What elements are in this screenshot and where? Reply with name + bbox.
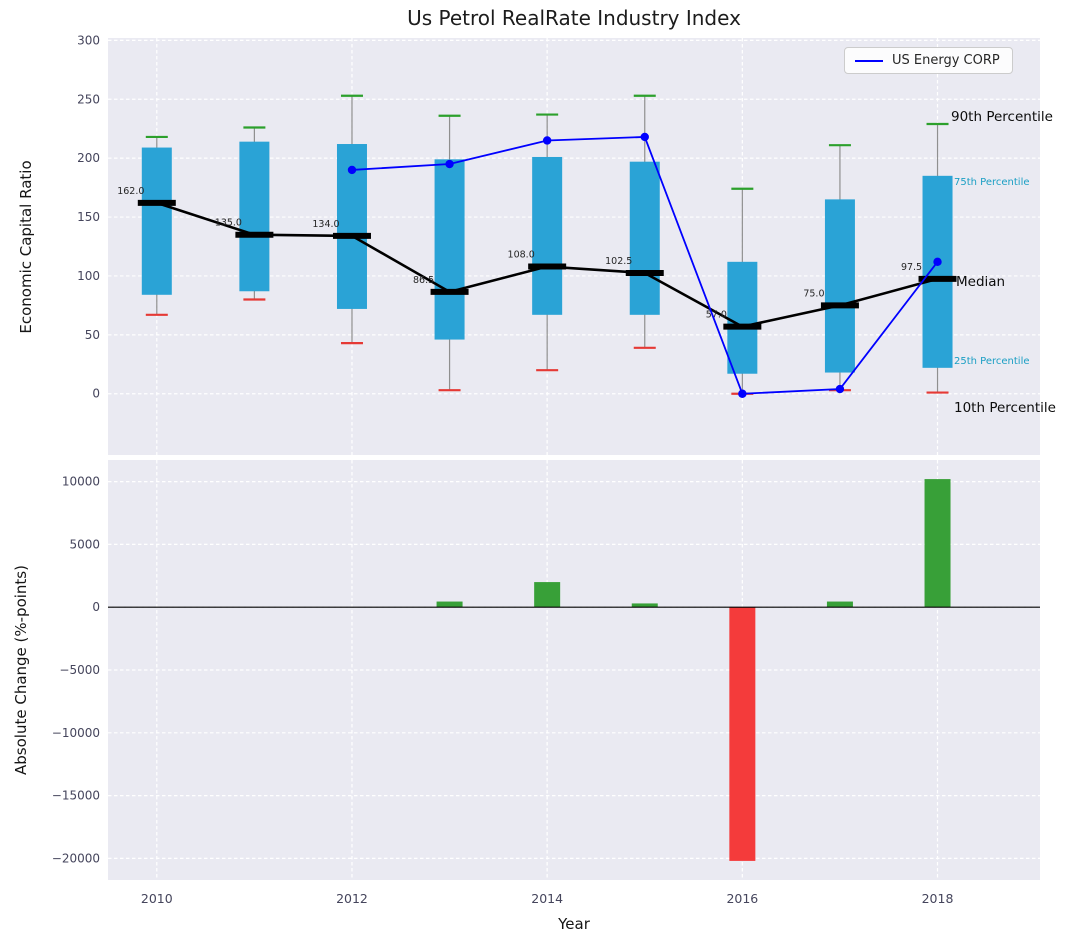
bottom-y-tick-label: 5000 — [69, 537, 100, 551]
annotation-median: Median — [956, 274, 1006, 290]
top-y-tick-label: 100 — [77, 269, 100, 283]
annotation-25th-percentile: 25th Percentile — [954, 356, 1030, 367]
top-y-axis-label: Economic Capital Ratio — [17, 160, 35, 334]
change-bar-2015 — [631, 603, 658, 608]
bottom-y-tick-label: −20000 — [52, 851, 100, 865]
median-value-label-2013: 86.5 — [413, 275, 434, 286]
company-marker-2012 — [347, 165, 357, 175]
median-value-label-2014: 108.0 — [508, 250, 535, 261]
top-y-tick-label: 0 — [92, 387, 100, 401]
annotation-90th-percentile: 90th Percentile — [951, 109, 1053, 125]
top-y-tick-label: 50 — [85, 328, 100, 342]
change-bar-2014 — [534, 582, 561, 608]
iqr-box-2013 — [434, 159, 465, 340]
top-y-tick-label: 250 — [77, 92, 100, 106]
company-marker-2016 — [738, 389, 747, 398]
median-value-label-2011: 135.0 — [215, 218, 242, 229]
bottom-y-tick-label: −15000 — [52, 789, 100, 803]
iqr-box-2014 — [532, 156, 563, 315]
company-marker-2017 — [835, 384, 845, 394]
annotation-10th-percentile: 10th Percentile — [954, 400, 1056, 416]
top-y-tick-label: 300 — [77, 33, 100, 47]
median-value-label-2017: 75.0 — [803, 288, 824, 299]
median-value-label-2010: 162.0 — [117, 186, 144, 197]
legend-line-swatch — [855, 59, 883, 62]
annotation-75th-percentile: 75th Percentile — [954, 177, 1030, 188]
median-value-label-2015: 102.5 — [605, 256, 632, 267]
company-marker-2013 — [445, 159, 454, 169]
iqr-box-2016 — [727, 261, 758, 374]
company-marker-2015 — [640, 132, 649, 142]
change-bar-2017 — [826, 601, 853, 608]
iqr-box-2015 — [629, 161, 660, 315]
top-y-tick-label: 150 — [77, 210, 100, 224]
iqr-box-2010 — [141, 147, 172, 295]
x-tick-label: 2010 — [141, 891, 173, 906]
bottom-y-axis-label: Absolute Change (%-points) — [12, 565, 30, 775]
company-marker-2018 — [933, 257, 942, 267]
x-tick-label: 2018 — [922, 891, 954, 906]
top-y-tick-label: 200 — [77, 151, 100, 165]
median-value-label-2018: 97.5 — [901, 262, 922, 273]
legend: US Energy CORP — [844, 47, 1013, 74]
iqr-box-2011 — [239, 141, 270, 292]
legend-label: US Energy CORP — [892, 53, 1000, 68]
iqr-box-2017 — [824, 199, 855, 373]
x-axis-label: Year — [558, 915, 590, 933]
chart-title: Us Petrol RealRate Industry Index — [407, 6, 741, 30]
x-tick-label: 2016 — [726, 891, 758, 906]
median-value-label-2012: 134.0 — [312, 219, 339, 230]
change-bar-2013 — [436, 601, 463, 608]
bottom-y-tick-label: −5000 — [59, 663, 100, 677]
x-tick-label: 2014 — [531, 891, 563, 906]
company-marker-2014 — [542, 136, 552, 145]
iqr-box-2018 — [922, 175, 953, 368]
median-value-label-2016: 57.0 — [706, 310, 727, 321]
bottom-y-tick-label: −10000 — [52, 726, 100, 740]
bottom-y-tick-label: 10000 — [62, 475, 100, 489]
bottom-y-tick-label: 0 — [92, 600, 100, 614]
change-bar-2016 — [729, 607, 756, 861]
x-tick-label: 2012 — [336, 891, 368, 906]
change-bar-2018 — [924, 479, 951, 608]
